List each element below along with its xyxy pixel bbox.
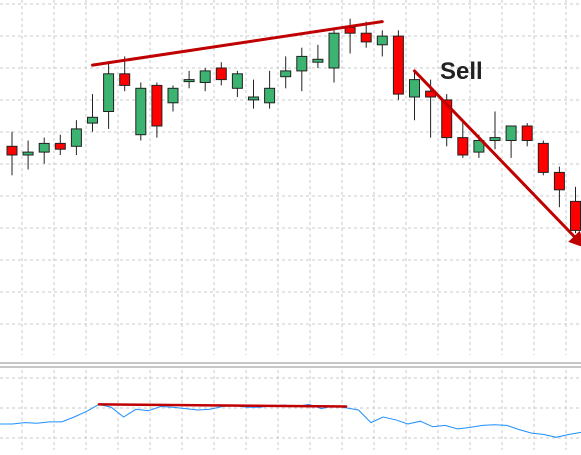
- candle-body-down: [55, 143, 65, 149]
- main-grid: [0, 0, 581, 355]
- candle-body-down: [554, 172, 564, 189]
- indicator-line: [0, 404, 581, 437]
- candle-body-up: [136, 88, 146, 134]
- candle-body-down: [571, 201, 581, 230]
- candle-body-down: [216, 68, 226, 80]
- candle-body-up: [377, 36, 387, 45]
- candle-body-down: [120, 74, 130, 86]
- candle-body-down: [522, 126, 532, 141]
- candle-body-up: [184, 80, 194, 82]
- candle-body-down: [393, 36, 403, 94]
- candle-body-up: [200, 71, 210, 83]
- candle-body-up: [104, 74, 114, 112]
- candle-body-down: [538, 143, 548, 172]
- candle-body-down: [7, 146, 17, 155]
- candle-body-up: [313, 59, 323, 62]
- candle-body-up: [71, 129, 81, 146]
- candle-body-up: [490, 138, 500, 141]
- candle-body-up: [506, 126, 516, 141]
- indicator-series: [0, 404, 581, 437]
- candle-body-up: [410, 80, 420, 97]
- sell-arrow-shaft: [415, 71, 581, 248]
- candle-body-down: [458, 138, 468, 155]
- candle-body-up: [329, 33, 339, 68]
- candle-body-up: [281, 71, 291, 77]
- sell-label: Sell: [440, 58, 483, 85]
- candle-body-up: [39, 143, 49, 152]
- candles: [7, 19, 581, 234]
- candle-body-down: [361, 33, 371, 42]
- indicator-grid: [0, 370, 581, 450]
- candle-body-up: [168, 88, 178, 103]
- candle-body-up: [297, 56, 307, 71]
- candle-body-down: [152, 85, 162, 126]
- candle-body-up: [23, 152, 33, 155]
- candle-body-up: [249, 97, 259, 100]
- candle-body-up: [232, 74, 242, 89]
- candle-body-up: [265, 88, 275, 103]
- candle-body-up: [88, 117, 98, 123]
